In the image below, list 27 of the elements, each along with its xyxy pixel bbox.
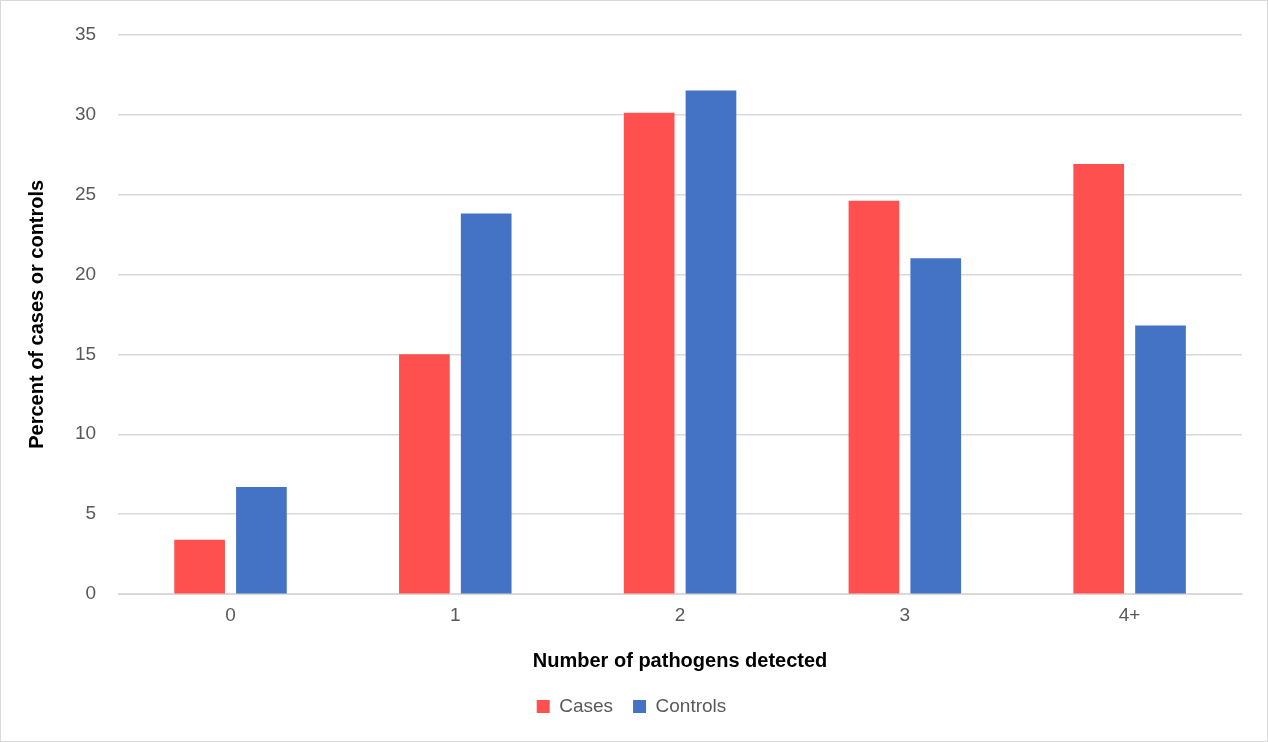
x-tick-label: 2 bbox=[674, 603, 686, 625]
y-tick-label: 0 bbox=[85, 582, 97, 604]
y-axis-title: Percent of cases or controls bbox=[24, 179, 47, 449]
y-tick-label: 20 bbox=[74, 262, 97, 284]
bar bbox=[174, 539, 225, 594]
bar bbox=[460, 213, 512, 594]
x-tick-label: 1 bbox=[450, 603, 461, 625]
y-tick-label: 35 bbox=[74, 22, 97, 44]
legend-label: Controls bbox=[655, 694, 727, 716]
x-tick-label: 3 bbox=[899, 603, 911, 625]
bar bbox=[1073, 163, 1125, 594]
y-tick-label: 25 bbox=[74, 182, 97, 204]
bar bbox=[910, 258, 962, 594]
bar bbox=[848, 200, 900, 594]
y-tick-label: 15 bbox=[74, 342, 97, 364]
bar bbox=[1135, 325, 1186, 594]
y-tick-label: 30 bbox=[74, 102, 97, 124]
x-tick-label: 4+ bbox=[1118, 603, 1141, 625]
y-tick-label: 10 bbox=[74, 422, 97, 444]
bar bbox=[685, 90, 737, 594]
bar bbox=[623, 112, 675, 594]
x-axis-title: Number of pathogens detected bbox=[532, 648, 828, 671]
bar bbox=[236, 487, 287, 594]
y-tick-label: 5 bbox=[85, 502, 97, 524]
legend-label: Cases bbox=[559, 694, 614, 716]
bar bbox=[399, 354, 450, 594]
x-tick-label: 0 bbox=[225, 603, 236, 625]
